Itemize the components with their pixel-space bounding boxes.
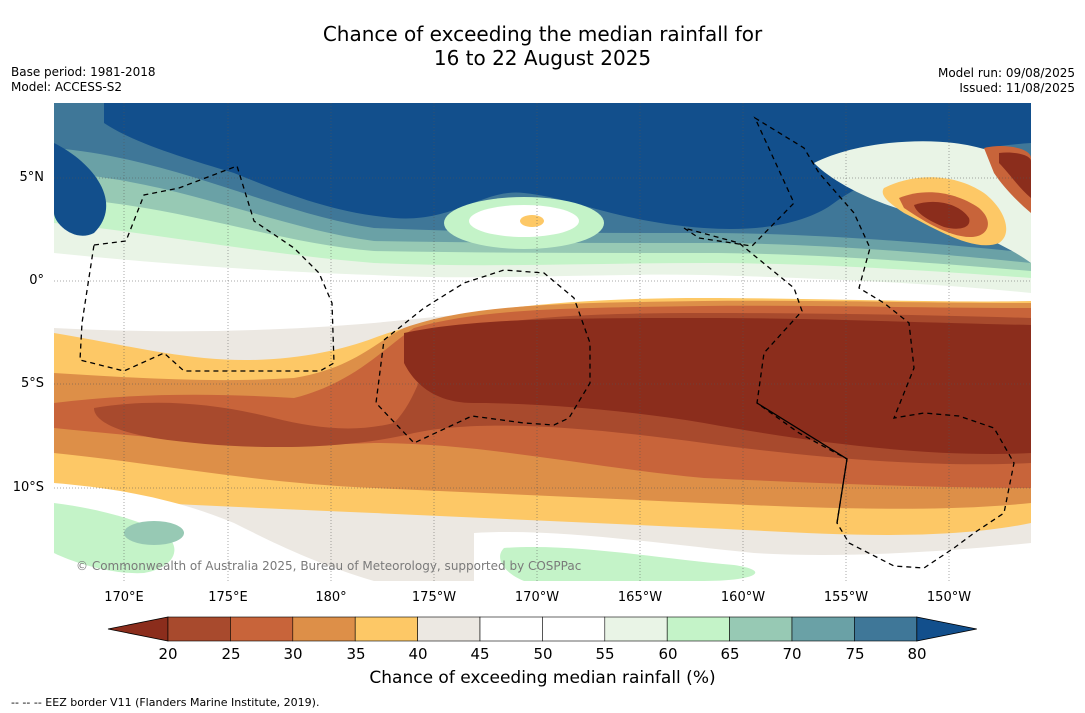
colorbar-tick-40: 40 bbox=[408, 645, 428, 663]
colorbar-segment bbox=[542, 616, 606, 642]
colorbar-segment bbox=[479, 616, 543, 642]
colorbar-extend-high bbox=[916, 616, 977, 642]
colorbar-tick-70: 70 bbox=[782, 645, 802, 663]
rainfall-map[interactable] bbox=[54, 103, 1031, 581]
colorbar-tick-80: 80 bbox=[907, 645, 927, 663]
model-run: Model run: 09/08/2025 bbox=[937, 66, 1075, 80]
ne-corner-dark bbox=[999, 152, 1031, 198]
zone-20 bbox=[404, 318, 1031, 454]
issued-date: Issued: 11/08/2025 bbox=[959, 81, 1075, 95]
map-title: Chance of exceeding the median rainfall … bbox=[0, 22, 1085, 70]
title-line-2: 16 to 22 August 2025 bbox=[433, 46, 652, 70]
map-gridlines bbox=[54, 103, 1031, 581]
colorbar-tick-55: 55 bbox=[595, 645, 615, 663]
colorbar-segment bbox=[791, 616, 855, 642]
lat-label-10s: 10°S bbox=[12, 480, 44, 495]
lon-label-170e: 170°E bbox=[104, 590, 144, 605]
lon-label-165w: 165°W bbox=[617, 590, 663, 605]
colorbar-segment bbox=[354, 616, 418, 642]
colorbar-segment bbox=[417, 616, 481, 642]
zone-80 bbox=[104, 103, 1031, 229]
s-green bbox=[500, 546, 756, 581]
colorbar-tick-60: 60 bbox=[658, 645, 678, 663]
colorbar-tick-30: 30 bbox=[283, 645, 303, 663]
colorbar-extend-low bbox=[107, 616, 169, 642]
meta-left: Base period: 1981-2018 Model: ACCESS-S2 bbox=[11, 65, 156, 95]
colorbar-tick-20: 20 bbox=[158, 645, 178, 663]
lat-label-0: 0° bbox=[29, 273, 44, 288]
colorbar-tick-75: 75 bbox=[845, 645, 865, 663]
lat-label-5s: 5°S bbox=[20, 376, 44, 391]
sw-teal bbox=[124, 521, 184, 545]
eez-solid-segment bbox=[756, 402, 848, 524]
meta-right: Model run: 09/08/2025 Issued: 11/08/2025 bbox=[938, 66, 1075, 96]
copyright-notice: © Commonwealth of Australia 2025, Bureau… bbox=[76, 559, 582, 573]
title-line-1: Chance of exceeding the median rainfall … bbox=[322, 22, 763, 46]
colorbar-segment bbox=[854, 616, 918, 642]
lon-label-160w: 160°W bbox=[720, 590, 766, 605]
colorbar-tick-50: 50 bbox=[533, 645, 553, 663]
ne-band-dark bbox=[914, 201, 970, 229]
colorbar-tick-35: 35 bbox=[346, 645, 366, 663]
colorbar-segment bbox=[292, 616, 356, 642]
eez-legend-note: -- -- -- EEZ border V11 (Flanders Marine… bbox=[11, 696, 320, 709]
lon-label-155w: 155°W bbox=[823, 590, 869, 605]
colorbar-segment bbox=[604, 616, 668, 642]
colorbar-tick-65: 65 bbox=[720, 645, 740, 663]
lon-label-180: 180° bbox=[315, 590, 347, 605]
colorbar-segment bbox=[729, 616, 793, 642]
lon-label-175e: 175°E bbox=[208, 590, 248, 605]
eez-borders bbox=[79, 116, 1015, 569]
sw-green bbox=[54, 503, 175, 574]
base-period: Base period: 1981-2018 bbox=[11, 65, 156, 79]
lon-label-175w: 175°W bbox=[411, 590, 457, 605]
colorbar bbox=[107, 616, 977, 642]
lat-label-5n: 5°N bbox=[19, 170, 45, 185]
map-canvas bbox=[54, 103, 1031, 581]
colorbar-title: Chance of exceeding median rainfall (%) bbox=[369, 668, 716, 688]
model-name: Model: ACCESS-S2 bbox=[11, 80, 123, 94]
colorbar-tick-25: 25 bbox=[221, 645, 241, 663]
zone-80-west bbox=[54, 143, 107, 236]
colorbar-segment bbox=[167, 616, 231, 642]
colorbar-segment bbox=[666, 616, 730, 642]
colorbar-tick-45: 45 bbox=[470, 645, 490, 663]
blob-yellow-north bbox=[520, 215, 544, 227]
colorbar-segment bbox=[230, 616, 294, 642]
lon-label-150w: 150°W bbox=[926, 590, 972, 605]
lon-label-170w: 170°W bbox=[514, 590, 560, 605]
